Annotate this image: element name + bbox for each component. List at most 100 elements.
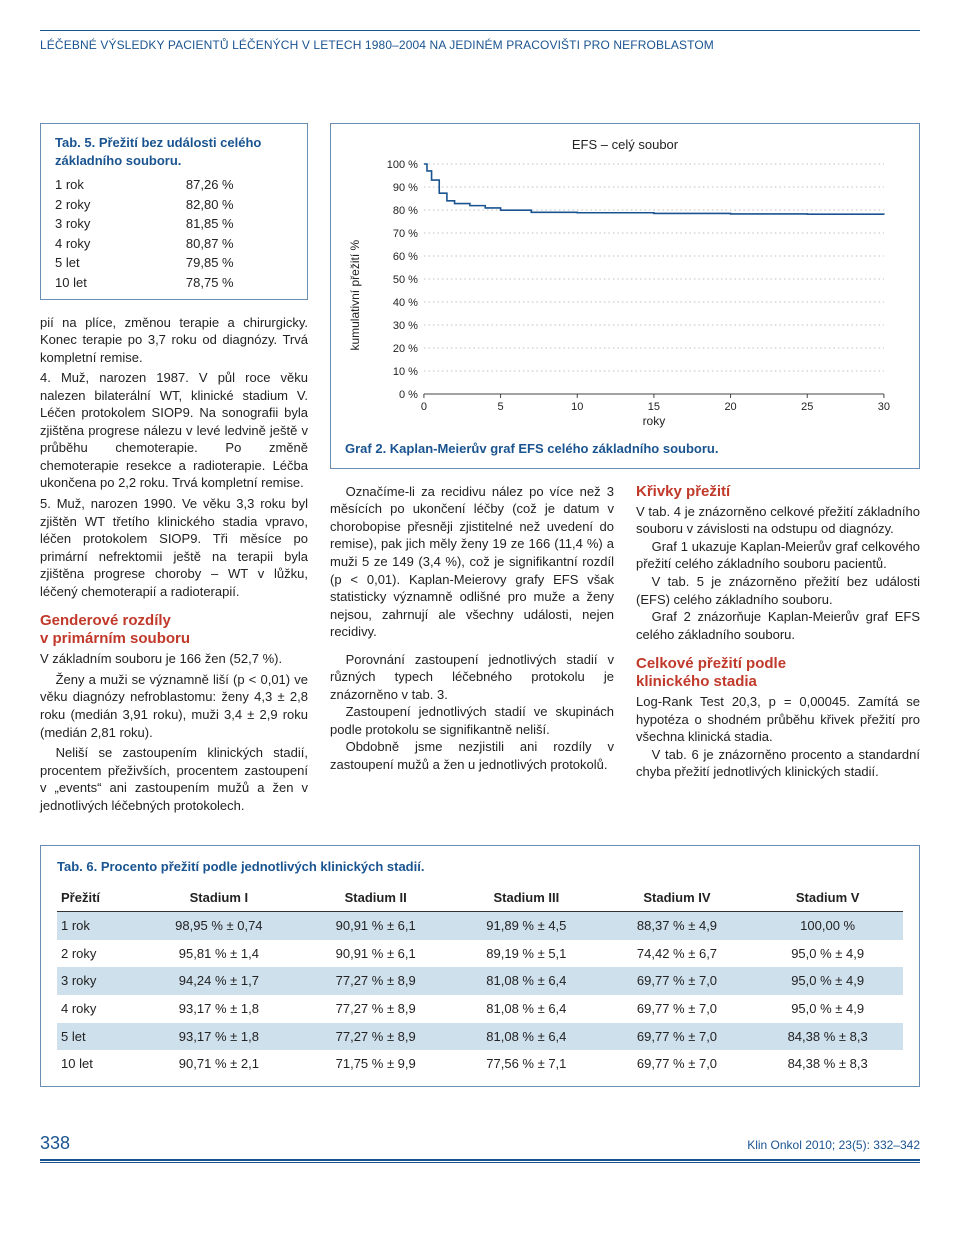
table-row: 4 roky80,87 %: [55, 234, 293, 254]
tab6-box: Tab. 6. Procento přežití podle jednotliv…: [40, 845, 920, 1086]
heading-line: klinického stadia: [636, 673, 757, 690]
cell: 81,08 % ± 6,4: [451, 1023, 602, 1051]
chart-svg: 0 %10 %20 %30 %40 %50 %60 %70 %80 %90 %1…: [363, 158, 905, 428]
table-row: 10 let78,75 %: [55, 273, 293, 293]
svg-text:70 %: 70 %: [393, 228, 418, 240]
mid-left-col: Označíme-li za recidivu nález po více ne…: [330, 483, 614, 781]
section-heading: Genderové rozdíly v primárním souboru: [40, 612, 308, 648]
cell: 10 let: [55, 273, 186, 293]
cell: 69,77 % ± 7,0: [602, 995, 753, 1023]
main-columns: Tab. 5. Přežití bez události celého zákl…: [40, 123, 920, 817]
cell: 90,91 % ± 6,1: [300, 940, 451, 968]
cell: 95,81 % ± 1,4: [137, 940, 300, 968]
cell: 69,77 % ± 7,0: [602, 1023, 753, 1051]
svg-text:10 %: 10 %: [393, 366, 418, 378]
col-header: Přežití: [57, 884, 137, 912]
cell: 5 let: [57, 1023, 137, 1051]
heading-line: Celkové přežití podle: [636, 655, 786, 672]
section-heading: Celkové přežití podle klinického stadia: [636, 655, 920, 691]
chart-caption: Graf 2. Kaplan-Meierův graf EFS celého z…: [345, 440, 905, 458]
heading-line: v primárním souboru: [40, 630, 190, 647]
svg-text:15: 15: [648, 401, 660, 413]
cell: 91,89 % ± 4,5: [451, 912, 602, 940]
svg-text:60 %: 60 %: [393, 251, 418, 263]
svg-text:30 %: 30 %: [393, 320, 418, 332]
svg-text:50 %: 50 %: [393, 274, 418, 286]
paragraph: Obdobně jsme nezjistili ani rozdíly v za…: [330, 738, 614, 773]
right-column: EFS – celý soubor kumulativní přežití % …: [330, 123, 920, 817]
table-row: 1 rok87,26 %: [55, 175, 293, 195]
paragraph: Log-Rank Test 20,3, p = 0,00045. Zamítá …: [636, 693, 920, 746]
svg-text:25: 25: [801, 401, 813, 413]
cell: 10 let: [57, 1050, 137, 1078]
table-row: 4 roky93,17 % ± 1,877,27 % ± 8,981,08 % …: [57, 995, 903, 1023]
cell: 80,87 %: [186, 234, 293, 254]
cell: 1 rok: [57, 912, 137, 940]
cell: 69,77 % ± 7,0: [602, 967, 753, 995]
paragraph: V tab. 4 je znázorněno celkové přežití z…: [636, 503, 920, 538]
heading-line: Genderové rozdíly: [40, 612, 171, 629]
svg-text:20: 20: [725, 401, 737, 413]
svg-text:20 %: 20 %: [393, 343, 418, 355]
cell: 90,71 % ± 2,1: [137, 1050, 300, 1078]
cell: 84,38 % ± 8,3: [752, 1023, 903, 1051]
cell: 81,85 %: [186, 214, 293, 234]
footer-source: Klin Onkol 2010; 23(5): 332–342: [747, 1137, 920, 1153]
cell: 74,42 % ± 6,7: [602, 940, 753, 968]
cell: 71,75 % ± 9,9: [300, 1050, 451, 1078]
svg-text:30: 30: [878, 401, 890, 413]
cell: 77,27 % ± 8,9: [300, 1023, 451, 1051]
cell: 4 roky: [55, 234, 186, 254]
cell: 93,17 % ± 1,8: [137, 995, 300, 1023]
table-row: 3 roky81,85 %: [55, 214, 293, 234]
table-row: 1 rok98,95 % ± 0,7490,91 % ± 6,191,89 % …: [57, 912, 903, 940]
paragraph: Ženy a muži se významně liší (p < 0,01) …: [40, 671, 308, 741]
tab5-title: Tab. 5. Přežití bez události celého zákl…: [55, 134, 293, 169]
cell: 87,26 %: [186, 175, 293, 195]
tab6-table: PřežitíStadium IStadium IIStadium IIISta…: [57, 884, 903, 1078]
table-row: 3 roky94,24 % ± 1,777,27 % ± 8,981,08 % …: [57, 967, 903, 995]
left-column: Tab. 5. Přežití bez události celého zákl…: [40, 123, 308, 817]
cell: 4 roky: [57, 995, 137, 1023]
paragraph: V tab. 5 je znázorněno přežití bez událo…: [636, 573, 920, 608]
col-header: Stadium V: [752, 884, 903, 912]
running-head: LÉČEBNÉ VÝSLEDKY PACIENTŮ LÉČENÝCH V LET…: [40, 30, 920, 53]
cell: 2 roky: [55, 195, 186, 215]
cell: 3 roky: [55, 214, 186, 234]
tab6-title: Tab. 6. Procento přežití podle jednotliv…: [57, 858, 903, 876]
left-body: pií na plíce, změnou terapie a chirurgic…: [40, 314, 308, 815]
cell: 100,00 %: [752, 912, 903, 940]
page: LÉČEBNÉ VÝSLEDKY PACIENTŮ LÉČENÝCH V LET…: [0, 0, 960, 1178]
paragraph: 4. Muž, narozen 1987. V půl roce věku na…: [40, 369, 308, 492]
svg-text:5: 5: [498, 401, 504, 413]
paragraph: pií na plíce, změnou terapie a chirurgic…: [40, 314, 308, 367]
cell: 81,08 % ± 6,4: [451, 967, 602, 995]
table-row: 2 roky82,80 %: [55, 195, 293, 215]
paragraph: V základním souboru je 166 žen (52,7 %).: [40, 650, 308, 668]
footer-rules: [40, 1159, 920, 1163]
col-header: Stadium II: [300, 884, 451, 912]
cell: 78,75 %: [186, 273, 293, 293]
svg-text:roky: roky: [643, 414, 666, 428]
cell: 69,77 % ± 7,0: [602, 1050, 753, 1078]
table-row: 5 let79,85 %: [55, 253, 293, 273]
mid-right-col: Křivky přežití V tab. 4 je znázorněno ce…: [636, 483, 920, 781]
svg-text:40 %: 40 %: [393, 297, 418, 309]
paragraph: Graf 2 znázorňuje Kaplan-Meierův graf EF…: [636, 608, 920, 643]
chart-ylabel: kumulativní přežití %: [345, 158, 363, 433]
section-heading: Křivky přežití: [636, 483, 920, 501]
svg-text:0 %: 0 %: [399, 389, 418, 401]
paragraph: Neliší se zastoupením klinických stadií,…: [40, 744, 308, 814]
cell: 95,0 % ± 4,9: [752, 995, 903, 1023]
svg-text:0: 0: [421, 401, 427, 413]
cell: 90,91 % ± 6,1: [300, 912, 451, 940]
chart-plot: 0 %10 %20 %30 %40 %50 %60 %70 %80 %90 %1…: [363, 158, 905, 433]
cell: 3 roky: [57, 967, 137, 995]
paragraph: V tab. 6 je znázorněno procento a standa…: [636, 746, 920, 781]
table-row: 2 roky95,81 % ± 1,490,91 % ± 6,189,19 % …: [57, 940, 903, 968]
paragraph: Porovnání zastoupení jednotlivých stadií…: [330, 651, 614, 704]
table-row: 10 let90,71 % ± 2,171,75 % ± 9,977,56 % …: [57, 1050, 903, 1078]
col-header: Stadium IV: [602, 884, 753, 912]
tab5-box: Tab. 5. Přežití bez události celého zákl…: [40, 123, 308, 299]
svg-text:10: 10: [571, 401, 583, 413]
